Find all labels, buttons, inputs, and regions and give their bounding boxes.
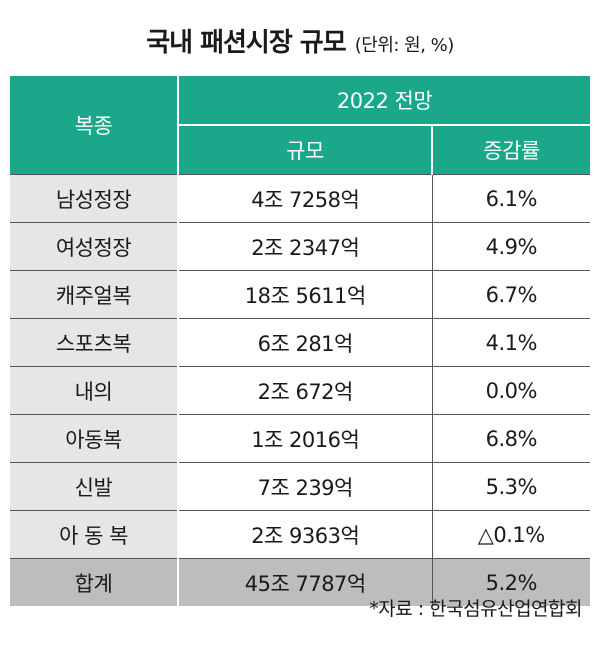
chart-title: 국내 패션시장 규모 (단위: 원, %) <box>0 22 600 59</box>
category-cell: 아동복 <box>10 414 179 463</box>
growth-cell: 6.8% <box>432 414 591 463</box>
table-row: 신발 7조 239억 5.3% <box>10 462 591 511</box>
scale-cell: 2조 2347억 <box>178 222 433 271</box>
fashion-market-table: 복종 2022 전망 규모 증감률 남성정장 4조 7258억 6.1% 여성정장 2조… <box>10 76 591 606</box>
category-cell: 내의 <box>10 366 179 415</box>
header-scale: 규모 <box>177 125 432 175</box>
table-header: 복종 2022 전망 규모 증감률 <box>10 76 591 175</box>
total-category: 합계 <box>10 558 179 606</box>
category-cell: 여성정장 <box>10 222 179 271</box>
table-row: 아 동 복 2조 9363억 △0.1% <box>10 510 591 559</box>
table-row: 스포츠복 6조 281억 4.1% <box>10 318 591 367</box>
table-row: 캐주얼복 18조 5611억 6.7% <box>10 270 591 319</box>
source-note: *자료 : 한국섬유산업연합회 <box>369 598 582 620</box>
scale-cell: 18조 5611억 <box>178 270 433 319</box>
total-row: 합계 45조 7787억 5.2% <box>10 558 591 606</box>
category-cell: 아 동 복 <box>10 510 179 559</box>
scale-cell: 7조 239억 <box>178 462 433 511</box>
scale-cell: 6조 281억 <box>178 318 433 367</box>
scale-cell: 2조 9363억 <box>178 510 433 559</box>
header-group-2022: 2022 전망 <box>176 76 591 126</box>
growth-cell: 4.1% <box>432 318 591 367</box>
growth-cell: 6.7% <box>432 270 591 319</box>
table-body: 남성정장 4조 7258억 6.1% 여성정장 2조 2347억 4.9% 캐주얼복 18조 … <box>10 174 591 606</box>
growth-cell: 5.3% <box>432 462 591 511</box>
unit-label: (단위: 원, %) <box>354 35 455 56</box>
header-category: 복종 <box>10 76 178 175</box>
growth-cell: △0.1% <box>432 510 591 559</box>
header-growth: 증감률 <box>430 125 591 175</box>
total-growth: 5.2% <box>432 558 591 606</box>
table-row: 내의 2조 672억 0.0% <box>10 366 591 415</box>
table-row: 아동복 1조 2016억 6.8% <box>10 414 591 463</box>
category-cell: 신발 <box>10 462 179 511</box>
growth-cell: 4.9% <box>432 222 591 271</box>
table-row: 남성정장 4조 7258억 6.1% <box>10 174 591 223</box>
table-row: 여성정장 2조 2347억 4.9% <box>10 222 591 271</box>
category-cell: 캐주얼복 <box>10 270 179 319</box>
title-text: 국내 패션시장 규모 <box>146 28 346 58</box>
scale-cell: 1조 2016억 <box>178 414 433 463</box>
category-cell: 남성정장 <box>10 174 179 223</box>
total-scale: 45조 7787억 <box>178 558 433 606</box>
scale-cell: 4조 7258억 <box>178 174 433 223</box>
scale-cell: 2조 672억 <box>178 366 433 415</box>
category-cell: 스포츠복 <box>10 318 179 367</box>
growth-cell: 0.0% <box>432 366 591 415</box>
growth-cell: 6.1% <box>432 174 591 223</box>
